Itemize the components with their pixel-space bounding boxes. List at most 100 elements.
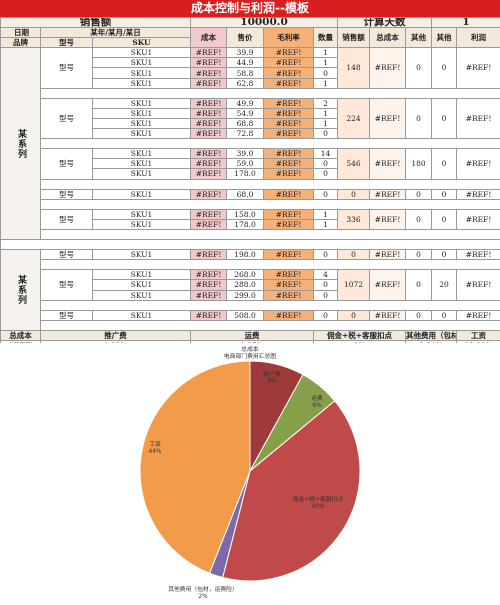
separator-row	[1, 229, 500, 239]
cost-cell: #REF!	[191, 129, 227, 139]
other1-cell: 0	[406, 98, 432, 138]
cost-cell: #REF!	[191, 189, 227, 199]
cost-cell: #REF!	[191, 98, 227, 108]
margin-cell: #REF!	[264, 169, 314, 179]
sku-cell: SKU1	[93, 159, 191, 169]
cost-cell: #REF!	[191, 209, 227, 219]
qty-cell: 1	[314, 209, 338, 219]
column-header: 其他	[406, 28, 432, 48]
price-cell: 198.0	[227, 250, 264, 260]
sales-cell: 546	[338, 149, 370, 179]
column-header: 毛利率	[264, 28, 314, 48]
sales-cell: 336	[338, 209, 370, 229]
slice-percent: 44%	[149, 449, 162, 455]
margin-cell: #REF!	[264, 189, 314, 199]
sales-cell: 0	[338, 189, 370, 199]
date-label: 日期	[1, 28, 41, 38]
sales-cell: 0	[338, 310, 370, 320]
separator	[41, 229, 500, 239]
slice-percent: 6%	[312, 403, 322, 409]
footer-label: 其他费用（包材，运费险）	[406, 330, 457, 340]
other2-cell: 0	[432, 149, 457, 179]
qty-cell: 1	[314, 78, 338, 88]
separator-row	[1, 199, 500, 209]
total-cost-cell: #REF!	[370, 48, 406, 88]
sku-cell: SKU1	[93, 310, 191, 320]
margin-cell: #REF!	[264, 290, 314, 300]
total-cost-cell: #REF!	[370, 310, 406, 320]
sku-cell: SKU1	[93, 250, 191, 260]
qty-cell: 0	[314, 169, 338, 179]
total-cost-cell: #REF!	[370, 149, 406, 179]
price-cell: 44.9	[227, 58, 264, 68]
total-cost-cell: #REF!	[370, 189, 406, 199]
other1-cell: 0	[406, 270, 432, 300]
cost-cell: #REF!	[191, 78, 227, 88]
sku-cell: SKU1	[93, 129, 191, 139]
column-header: 利润	[457, 28, 500, 48]
slice-label: 运费	[311, 394, 323, 402]
margin-cell: #REF!	[264, 270, 314, 280]
profit-cell: #REF!	[457, 250, 500, 260]
gap	[1, 240, 500, 250]
sku-cell: SKU1	[93, 68, 191, 78]
sku-cell: SKU1	[93, 118, 191, 128]
margin-cell: #REF!	[264, 108, 314, 118]
price-cell: 54.9	[227, 108, 264, 118]
cost-cell: #REF!	[191, 48, 227, 58]
margin-cell: #REF!	[264, 159, 314, 169]
column-header: 销售额	[338, 28, 370, 48]
price-cell: 178.0	[227, 219, 264, 229]
sku-cell: SKU1	[93, 189, 191, 199]
other1-cell: 0	[406, 48, 432, 88]
cost-cell: #REF!	[191, 149, 227, 159]
sku-cell: SKU1	[93, 209, 191, 219]
separator	[41, 179, 500, 189]
model-cell: 型号	[41, 270, 93, 300]
column-header: 成本	[191, 28, 227, 48]
sku-cell: SKU1	[93, 290, 191, 300]
price-cell: 72.8	[227, 129, 264, 139]
sales-cell: 1072	[338, 270, 370, 300]
separator-row	[1, 300, 500, 310]
qty-cell: 0	[314, 310, 338, 320]
sku-label: SKU	[93, 38, 191, 48]
separator-row	[1, 139, 500, 149]
separator-row	[1, 88, 500, 98]
column-header: 售价	[227, 28, 264, 48]
margin-cell: #REF!	[264, 280, 314, 290]
sales-label: 销售额	[1, 18, 191, 28]
other1-cell: 0	[406, 209, 432, 229]
other1-cell: 180	[406, 149, 432, 179]
footer-label: 推广费	[41, 330, 191, 340]
separator	[41, 320, 500, 330]
model-cell: 型号	[41, 98, 93, 138]
qty-cell: 0	[314, 290, 338, 300]
cost-cell: #REF!	[191, 159, 227, 169]
margin-cell: #REF!	[264, 118, 314, 128]
top-label: 总成本	[241, 345, 259, 353]
model-label: 型号	[41, 38, 93, 48]
profit-cell: #REF!	[457, 149, 500, 179]
price-cell: 59.0	[227, 159, 264, 169]
qty-cell: 1	[314, 219, 338, 229]
cost-cell: #REF!	[191, 310, 227, 320]
cost-cell: #REF!	[191, 290, 227, 300]
date-value: 某年/某月/某日	[41, 28, 191, 38]
other2-cell: 0	[432, 98, 457, 138]
price-cell: 178.0	[227, 169, 264, 179]
model-cell: 型号	[41, 189, 93, 199]
separator-row	[1, 260, 500, 270]
other2-cell: 0	[432, 310, 457, 320]
margin-cell: #REF!	[264, 129, 314, 139]
sku-cell: SKU1	[93, 58, 191, 68]
price-cell: 62.8	[227, 78, 264, 88]
model-cell: 型号	[41, 310, 93, 320]
qty-cell: 0	[314, 129, 338, 139]
model-cell: 型号	[41, 250, 93, 260]
